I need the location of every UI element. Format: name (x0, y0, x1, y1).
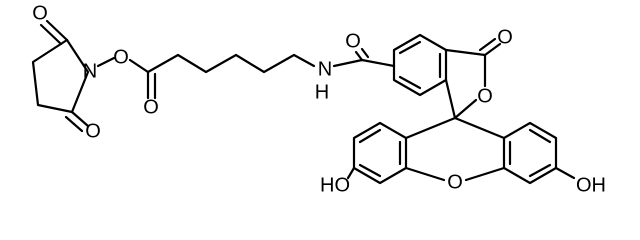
atom-label: O (113, 46, 129, 68)
atom-label: N (83, 60, 97, 82)
atom-label: O (32, 2, 48, 24)
atom-label: O (447, 171, 463, 193)
atom-label: O (345, 30, 361, 52)
atom-label: O (85, 120, 101, 142)
atom-label: H (315, 81, 329, 103)
bonds (31, 19, 576, 185)
structure-diagram: O N O O O N H O O O O HO OH (31, 2, 606, 196)
atom-label: HO (320, 174, 350, 196)
atom-label: OH (576, 174, 606, 196)
atom-label: N (318, 58, 332, 80)
atom-label: O (143, 96, 159, 118)
atom-label: O (477, 85, 493, 107)
atom-label: O (497, 26, 513, 48)
